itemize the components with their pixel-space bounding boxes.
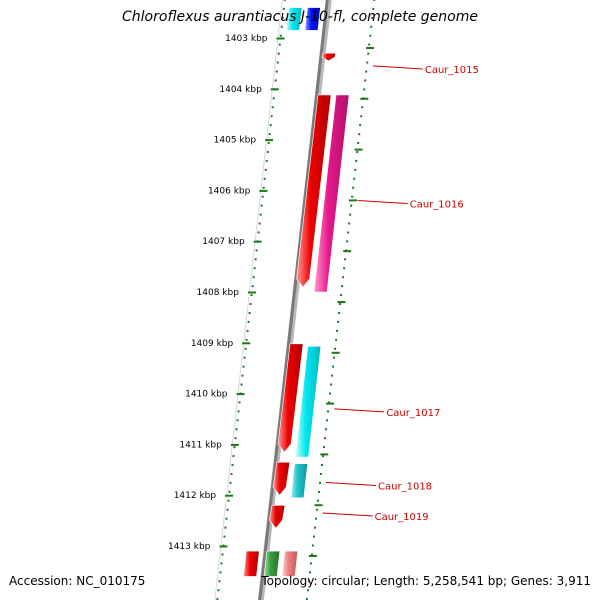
accession-text: Accession: NC_010175 — [9, 574, 146, 588]
gene-label[interactable]: Caur_1019 — [375, 512, 429, 523]
genome-title: Chloroflexus aurantiacus J-10-fl, comple… — [122, 9, 478, 25]
topology-text: Topology: circular; Length: 5,258,541 bp… — [261, 574, 591, 588]
tick-label: 1410 kbp — [185, 390, 228, 400]
label-leader-line — [326, 482, 377, 486]
gene-feature[interactable] — [313, 94, 350, 293]
gene-feature[interactable] — [321, 52, 337, 62]
tick-label: 1407 kbp — [202, 237, 245, 247]
gene-feature[interactable] — [286, 7, 303, 31]
gene-feature[interactable] — [281, 550, 299, 577]
tick-label: 1404 kbp — [219, 85, 262, 95]
tick-label: 1403 kbp — [225, 34, 268, 44]
lane-guide — [214, 0, 283, 600]
gene-feature[interactable] — [269, 505, 286, 529]
gene-feature[interactable] — [295, 346, 322, 458]
tick-label: 1405 kbp — [214, 136, 257, 146]
gene-label[interactable]: Caur_1015 — [425, 65, 479, 76]
tick-label: 1406 kbp — [208, 186, 251, 196]
gene-feature[interactable] — [272, 461, 291, 496]
gene-label[interactable]: Caur_1017 — [386, 408, 440, 419]
gene-feature[interactable] — [243, 550, 260, 577]
gene-label[interactable]: Caur_1018 — [378, 482, 432, 493]
tick-label: 1409 kbp — [191, 339, 234, 349]
label-leader-line — [322, 512, 373, 517]
genome-backbone — [258, 0, 329, 600]
tick-label: 1411 kbp — [179, 440, 222, 450]
gene-feature[interactable] — [290, 463, 308, 499]
tick-label: 1408 kbp — [197, 288, 240, 298]
tick-label: 1413 kbp — [168, 542, 211, 552]
gene-label[interactable]: Caur_1016 — [410, 200, 464, 211]
label-leader-line — [357, 200, 408, 205]
tick-label: 1412 kbp — [174, 491, 217, 501]
gene-feature[interactable] — [296, 94, 332, 288]
gene-feature[interactable] — [277, 343, 304, 453]
gene-feature[interactable] — [263, 550, 281, 577]
label-leader-line — [334, 408, 385, 413]
gene-feature[interactable] — [304, 7, 321, 31]
label-leader-line — [372, 65, 423, 70]
